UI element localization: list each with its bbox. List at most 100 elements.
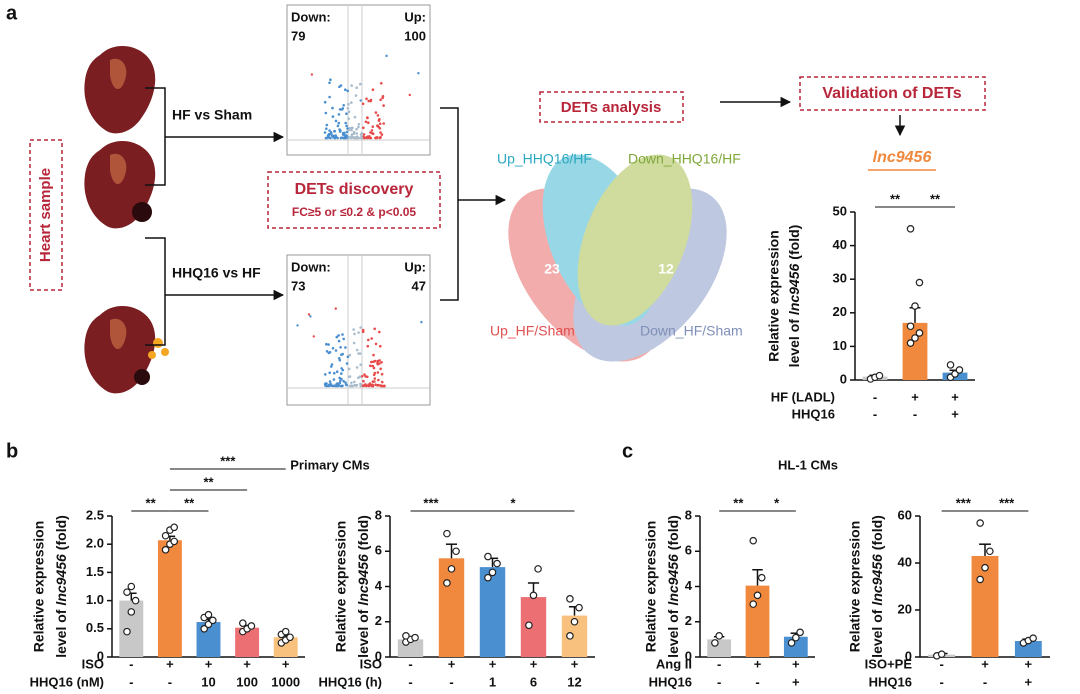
- data-point: [915, 329, 924, 337]
- volcano-dot: [365, 136, 368, 139]
- volcano-dot: [353, 136, 357, 140]
- y-axis-label: level of lnc9456 (fold): [869, 515, 885, 658]
- data-point: [1029, 634, 1037, 643]
- venn-count: 12: [658, 261, 674, 277]
- row-value: -: [449, 674, 453, 689]
- volcano-dot: [366, 116, 369, 120]
- volcano-dot: [331, 106, 334, 110]
- validation-box: [799, 76, 986, 111]
- y-tick-label: 0.5: [86, 620, 104, 635]
- data-point: [170, 523, 179, 532]
- volcano-dot: [330, 365, 333, 368]
- y-axis-label-part: level of: [53, 609, 69, 658]
- volcano-frame: [286, 4, 431, 156]
- volcano-dot: [327, 343, 330, 346]
- volcano-dot: [373, 327, 377, 331]
- row-label: HHQ16: [869, 674, 912, 689]
- row-value: 1000: [271, 674, 300, 689]
- y-axis-label-part: level of: [665, 609, 681, 658]
- volcano-dot: [339, 346, 342, 349]
- row-value: +: [981, 656, 989, 671]
- row-value: 100: [236, 674, 258, 689]
- volcano-dot: [338, 108, 342, 111]
- significance-label: **: [184, 495, 195, 510]
- volcano-dot: [327, 351, 331, 355]
- row-value: -: [873, 406, 877, 421]
- y-axis-label: level of lnc9456 (fold): [355, 515, 371, 658]
- volcano-dot: [338, 130, 342, 133]
- volcano-dot: [340, 372, 343, 375]
- gene-label: lnc9456: [873, 149, 932, 166]
- y-axis-label-part: (fold): [355, 515, 371, 550]
- venn: [508, 154, 727, 362]
- row-value: +: [1025, 674, 1033, 689]
- data-point: [986, 547, 994, 556]
- y-axis-label-part: (fold): [786, 225, 802, 260]
- data-point: [575, 603, 583, 612]
- y-tick-label: 20: [833, 304, 847, 319]
- data-point: [123, 588, 131, 596]
- volcano-dot: [342, 379, 345, 383]
- data-point: [570, 617, 579, 626]
- down-count: 79: [291, 28, 305, 43]
- y-axis-label-gene: lnc9456: [786, 263, 802, 315]
- y-axis-label: Relative expression: [847, 521, 863, 653]
- data-point: [204, 610, 213, 619]
- volcano-dot: [341, 107, 345, 110]
- volcano-dot: [360, 134, 363, 138]
- volcano-dot: [342, 104, 346, 107]
- volcano-frame: [286, 254, 431, 406]
- row-value: +: [792, 656, 800, 671]
- volcano-dot: [382, 104, 385, 107]
- volcano-dot: [307, 313, 311, 316]
- group-title: Primary CMs: [290, 457, 369, 472]
- y-tick-label: 2: [685, 613, 692, 628]
- volcano-dot: [378, 136, 382, 140]
- row-value: -: [717, 656, 721, 671]
- row-label: HHQ16: [649, 674, 692, 689]
- volcano-dot: [370, 129, 374, 132]
- volcano-dot: [357, 125, 360, 129]
- volcano-dot: [334, 349, 338, 352]
- row-label: HHQ16 (nM): [30, 674, 104, 689]
- y-axis-label-part: level of: [786, 319, 802, 368]
- down-label: Down:: [291, 259, 331, 274]
- bar: [707, 639, 732, 657]
- significance-label: ***: [999, 495, 1015, 510]
- volcano-dot: [361, 330, 365, 334]
- volcano-dot: [341, 133, 345, 136]
- volcano-dot: [359, 382, 362, 386]
- bar: [520, 597, 547, 657]
- row-value: -: [408, 656, 412, 671]
- data-point: [981, 563, 989, 572]
- row-value: +: [911, 389, 919, 404]
- row-value: +: [282, 656, 290, 671]
- volcano-dot: [347, 110, 351, 114]
- y-tick-label: 2.0: [86, 536, 104, 551]
- volcano-dot: [336, 384, 339, 388]
- data-point: [534, 565, 542, 573]
- row-value: +: [530, 656, 538, 671]
- significance-label: **: [733, 495, 744, 510]
- data-point: [447, 565, 456, 573]
- y-axis-label-part: (fold): [53, 515, 69, 550]
- data-point: [443, 579, 451, 587]
- volcano-dot: [362, 133, 366, 136]
- volcano-dot: [381, 96, 384, 100]
- volcano-dot: [372, 360, 375, 364]
- volcano-dot: [327, 136, 331, 139]
- volcano-dot: [344, 121, 348, 125]
- volcano-dot: [344, 381, 347, 384]
- volcano-dot: [365, 97, 368, 101]
- volcano-dot: [323, 131, 327, 134]
- volcano-dot: [352, 328, 356, 331]
- volcano-dot: [376, 362, 380, 366]
- volcano-dot: [338, 381, 342, 385]
- volcano-dot: [417, 72, 420, 75]
- volcano-dot: [339, 136, 343, 140]
- data-point: [711, 639, 719, 647]
- y-axis-label-part: level of: [869, 609, 885, 658]
- y-tick-label: 6: [685, 543, 692, 558]
- volcano-dot: [358, 352, 362, 355]
- volcano-dot: [337, 334, 340, 337]
